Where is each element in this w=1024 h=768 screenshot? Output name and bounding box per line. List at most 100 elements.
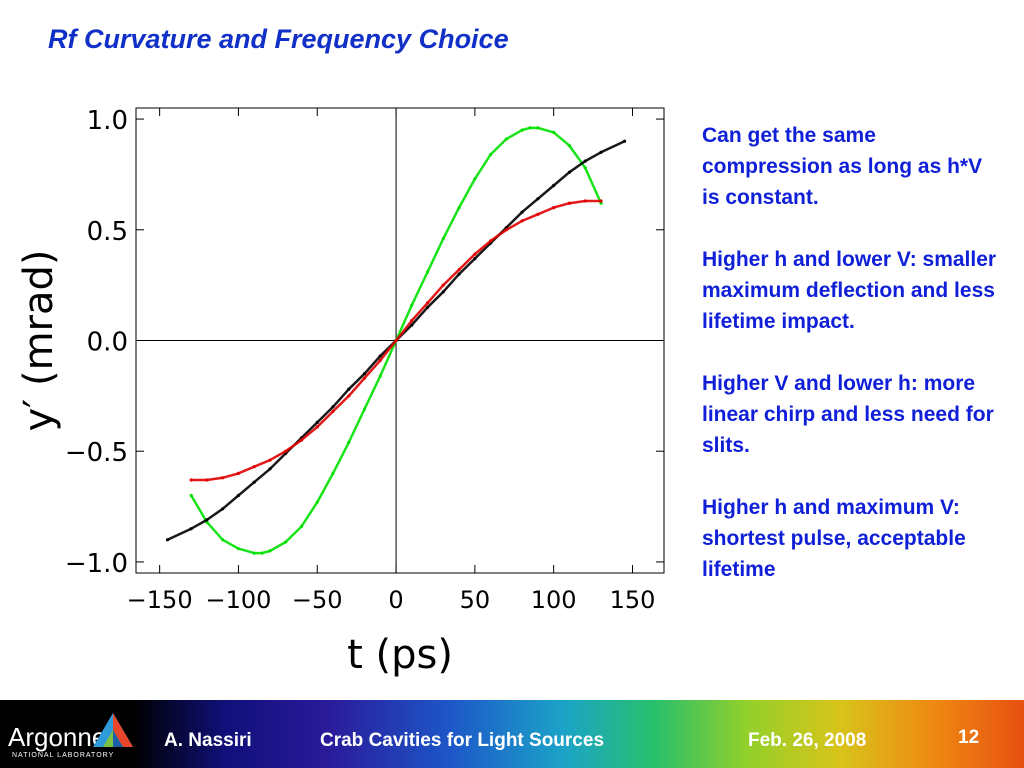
data-point — [457, 206, 461, 210]
data-point — [315, 425, 319, 429]
data-point — [536, 126, 540, 130]
slide-title: Rf Curvature and Frequency Choice — [48, 24, 509, 54]
data-point — [268, 467, 272, 471]
chart-axes — [135, 107, 665, 574]
data-point — [315, 500, 319, 504]
data-point — [473, 252, 477, 256]
data-point — [362, 372, 367, 376]
data-point — [252, 465, 256, 469]
note-text: Can get the same compression as long as … — [702, 124, 983, 209]
data-point — [347, 394, 351, 398]
data-point — [599, 199, 603, 203]
note-text: Higher h and lower V: smaller maximum de… — [702, 248, 997, 333]
data-point — [189, 527, 193, 531]
data-point — [599, 150, 603, 154]
footer-date: Feb. 26, 2008 — [748, 730, 867, 751]
data-point — [520, 219, 524, 223]
data-point — [299, 524, 304, 529]
argonne-logo-text: Argonne — [8, 722, 107, 752]
data-point — [221, 538, 225, 542]
data-point — [362, 376, 367, 380]
data-point — [221, 476, 225, 480]
data-point — [331, 471, 335, 475]
data-point — [583, 199, 587, 203]
footer-talk-title: Crab Cavities for Light Sources — [320, 730, 605, 751]
data-point — [252, 480, 256, 484]
data-point — [489, 152, 493, 157]
x-tick-label: 150 — [610, 586, 656, 614]
data-point — [457, 268, 461, 272]
data-point — [410, 303, 414, 307]
data-point — [552, 130, 556, 134]
chart-labels: 1.0 0.5 0.0 −0.5 −1.0 −150 −100 −50 0 50 100 150 t (… — [16, 106, 655, 678]
data-point — [583, 159, 587, 163]
x-tick-label: 0 — [388, 586, 403, 614]
data-point — [236, 493, 240, 498]
data-point — [189, 493, 193, 498]
argonne-triangle-logo-icon — [93, 713, 133, 747]
data-point — [268, 458, 272, 462]
data-point — [299, 438, 304, 442]
x-tick-label: −150 — [127, 586, 193, 614]
data-point — [410, 323, 414, 327]
data-point — [268, 549, 272, 553]
data-point — [567, 170, 572, 174]
footer-page-number: 12 — [958, 727, 980, 748]
data-point — [567, 144, 572, 148]
data-point — [260, 551, 264, 555]
data-point — [426, 270, 430, 274]
y-tick-label: −1.0 — [65, 549, 128, 579]
data-point — [165, 538, 170, 542]
chart-series — [165, 126, 627, 555]
data-point — [378, 354, 382, 358]
data-point — [252, 551, 256, 555]
data-point — [189, 478, 193, 482]
data-point — [441, 237, 445, 241]
data-point — [520, 210, 524, 214]
data-point — [623, 139, 627, 143]
footer-bar: Argonne NATIONAL LABORATORY A. Nassiri C… — [0, 700, 1024, 768]
data-point — [284, 540, 288, 544]
note-text: Higher h and maximum V: shortest pulse, … — [702, 496, 966, 581]
footer-author: A. Nassiri — [164, 730, 252, 751]
data-point — [410, 319, 414, 323]
data-point — [205, 518, 209, 522]
chart: 1.0 0.5 0.0 −0.5 −1.0 −150 −100 −50 0 50 100 150 t (… — [16, 106, 665, 678]
y-tick-label: 1.0 — [87, 106, 128, 136]
data-point — [552, 206, 556, 210]
data-point — [504, 228, 508, 232]
data-point — [236, 471, 240, 475]
note-text: Higher V and lower h: more linear chirp … — [702, 372, 994, 457]
argonne-logo-subtext: NATIONAL LABORATORY — [12, 752, 115, 759]
data-point — [441, 283, 445, 287]
data-point — [457, 272, 461, 276]
x-tick-label: −50 — [292, 586, 343, 614]
data-point — [489, 239, 493, 243]
data-point — [441, 290, 445, 294]
data-point — [552, 183, 556, 188]
data-point — [567, 201, 572, 205]
data-point — [473, 257, 477, 261]
data-point — [536, 212, 540, 216]
x-tick-label: 100 — [531, 586, 577, 614]
data-point — [315, 420, 319, 424]
data-point — [536, 197, 540, 201]
data-point — [378, 358, 382, 362]
data-point — [221, 507, 225, 511]
y-tick-label: 0.5 — [87, 217, 128, 247]
notes-panel: Can get the same compression as long as … — [702, 120, 1002, 616]
data-point — [347, 440, 351, 444]
data-point — [426, 301, 430, 305]
data-point — [347, 387, 351, 391]
data-point — [331, 409, 335, 413]
data-point — [583, 166, 587, 170]
data-point — [378, 374, 382, 378]
data-point — [362, 407, 367, 411]
y-tick-label: 0.0 — [87, 328, 128, 358]
data-point — [426, 305, 430, 309]
data-point — [205, 478, 209, 482]
data-point — [504, 137, 508, 141]
data-point — [528, 126, 532, 130]
data-point — [284, 449, 288, 453]
data-point — [236, 547, 240, 551]
